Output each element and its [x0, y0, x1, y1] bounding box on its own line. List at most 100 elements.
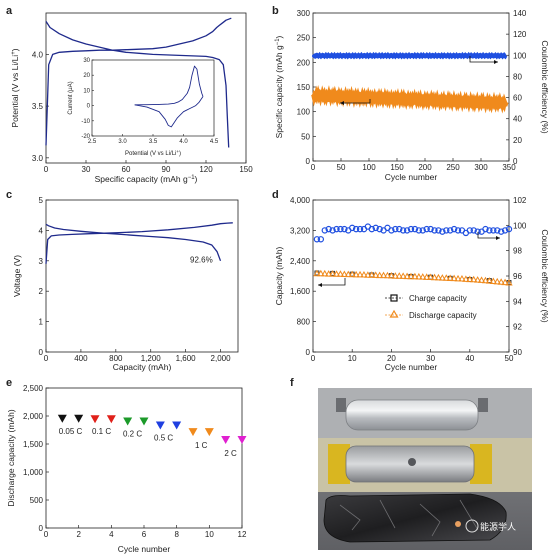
b-capacity-point — [325, 95, 329, 99]
panel-c-chart: 0 400 800 1,200 1,600 2,000 0 1 2 3 4 5 92.6% Capac… — [12, 196, 239, 372]
d-efficiency-point — [497, 228, 505, 235]
d-yl-tick-label: 0 — [306, 348, 311, 357]
a-curve-0 — [45, 17, 232, 146]
inset-y-tick-label: 10 — [83, 88, 90, 94]
b-capacity-point — [493, 101, 497, 105]
b-x-tick-label: 100 — [362, 163, 376, 172]
e-x-tick-label: 10 — [205, 530, 214, 539]
c-y-tick-label: 2 — [39, 287, 44, 296]
d-discharge-point — [473, 276, 482, 283]
d-discharge-point — [423, 273, 431, 280]
d-efficiency-point — [482, 225, 489, 233]
inset-frame — [91, 59, 215, 137]
a-x-tick-label: 90 — [162, 165, 171, 174]
panel-d-ylabel-left: Capacity (mAh) — [274, 247, 284, 306]
b-yl-tick-label: 0 — [306, 157, 311, 166]
d-yr-tick-label: 94 — [513, 297, 522, 306]
a-x-tick-label: 150 — [239, 165, 253, 174]
e-rate-label: 0.05 C — [59, 427, 83, 436]
d-yl-tick-label: 2,400 — [290, 257, 311, 266]
e-y-tick-label: 0 — [39, 524, 44, 533]
panel-d-legend: Charge capacity Discharge capacity — [385, 294, 477, 320]
b-x-tick-label: 300 — [474, 163, 488, 172]
d-discharge-point — [336, 270, 345, 277]
legend-discharge-label: Discharge capacity — [409, 311, 477, 320]
a-x-tick-label: 0 — [44, 165, 49, 174]
b-capacity-point — [437, 99, 441, 103]
d-efficiency-point — [439, 228, 446, 235]
d-efficiency-point — [399, 227, 407, 234]
e-rate-label: 0.5 C — [154, 434, 173, 443]
b-capacity-band — [311, 85, 509, 114]
panel-c-xlabel: Capacity (mAh) — [113, 362, 172, 372]
d-discharge-point — [489, 277, 497, 285]
d-discharge-point — [477, 276, 486, 283]
d-efficiency-point — [427, 225, 434, 233]
d-arrow-right-head — [496, 236, 500, 240]
panel-b-ylabel-right: Coulombic efficiency (%) — [540, 40, 550, 134]
d-efficiency-point — [392, 225, 399, 233]
c-curve-0 — [45, 222, 233, 264]
c-y-tick-label: 3 — [39, 257, 44, 266]
d-efficiency-point — [356, 225, 364, 233]
c-x-tick-label: 1,600 — [176, 354, 197, 363]
watermark-icon — [465, 519, 479, 533]
b-efficiency-point — [451, 54, 455, 58]
cell-3-cracks — [339, 499, 479, 537]
d-efficiency-point — [333, 225, 340, 233]
b-efficiency-point — [423, 54, 427, 58]
e-y-tick-label: 500 — [30, 496, 44, 505]
panel-d-series — [313, 223, 513, 286]
panel-a-ylabel: Potential (V vs Li/Li+) — [10, 48, 20, 127]
panel-b-ylabel-left: Specific capacity (mAh g−1) — [274, 35, 284, 138]
d-discharge-point — [391, 272, 399, 279]
b-capacity-point — [501, 101, 505, 105]
d-efficiency-point — [435, 227, 442, 234]
d-yr-tick-label: 98 — [513, 247, 522, 256]
d-efficiency-point — [447, 227, 454, 234]
d-discharge-point — [470, 275, 478, 283]
b-x-tick-label: 50 — [337, 163, 346, 172]
c-curve-1 — [45, 223, 222, 262]
e-x-tick-label: 12 — [238, 530, 247, 539]
d-yr-tick-label: 100 — [513, 221, 527, 230]
b-efficiency-point — [312, 54, 316, 58]
d-discharge-point — [379, 271, 388, 279]
panel-e-ylabel: Discharge capacity (mAh) — [6, 409, 16, 506]
b-capacity-point — [451, 99, 455, 103]
e-point — [123, 417, 133, 426]
e-point — [57, 414, 67, 423]
inset-x-tick-label: 2.5 — [88, 139, 97, 145]
panel-e-points — [57, 414, 247, 445]
e-x-tick-label: 2 — [76, 530, 81, 539]
b-capacity-point — [423, 99, 427, 103]
b-yl-tick-label: 250 — [297, 34, 311, 43]
d-discharge-point — [415, 272, 423, 280]
e-rate-label: 1 C — [195, 441, 208, 450]
panel-b-frame — [312, 12, 510, 162]
d-discharge-point — [399, 272, 407, 279]
b-efficiency-point — [367, 54, 371, 58]
d-discharge-point — [313, 269, 321, 277]
e-y-tick-label: 1,500 — [23, 440, 44, 449]
panel-c-series — [45, 222, 233, 264]
d-efficiency-point — [329, 227, 336, 234]
d-discharge-point — [403, 272, 411, 280]
e-point — [139, 417, 149, 426]
e-x-tick-label: 4 — [109, 530, 114, 539]
cell-2-dent — [408, 458, 416, 466]
watermark-text: 能源学人 — [480, 521, 516, 532]
d-discharge-point — [344, 270, 352, 278]
e-point — [237, 436, 247, 445]
b-yl-tick-label: 200 — [297, 58, 311, 67]
d-efficiency-point — [470, 227, 477, 234]
d-efficiency-point — [321, 227, 328, 234]
b-arrow-left-line — [340, 99, 371, 104]
b-arrow-right-line — [469, 56, 498, 63]
e-x-tick-label: 6 — [142, 530, 147, 539]
d-efficiency-point — [454, 227, 462, 234]
d-discharge-point — [395, 272, 403, 279]
d-efficiency-point — [337, 225, 344, 233]
b-yr-tick-label: 0 — [513, 157, 518, 166]
panel-b-chart: 0 50 100 150 200 250 300 3500501001502002503000… — [274, 9, 550, 182]
